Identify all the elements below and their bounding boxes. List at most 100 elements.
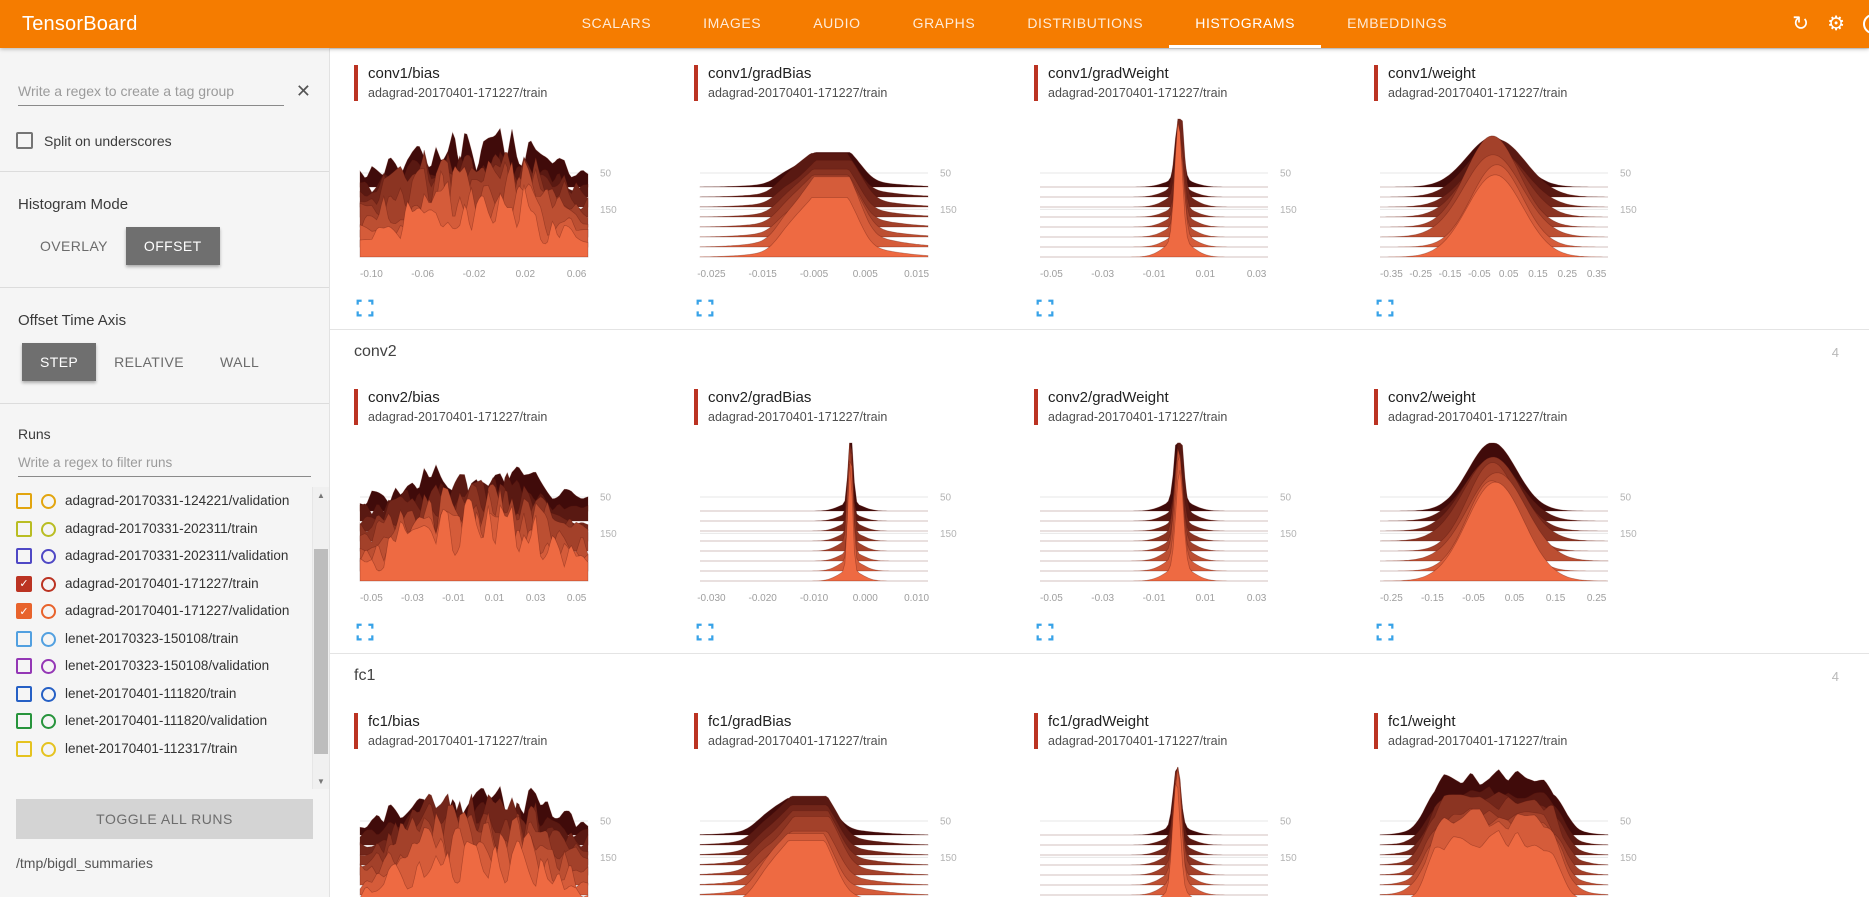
refresh-icon[interactable]: ↻ — [1792, 13, 1810, 35]
svg-text:0.01: 0.01 — [1196, 269, 1216, 280]
gear-icon[interactable]: ⚙︎ — [1827, 13, 1845, 35]
run-row[interactable]: ✓ adagrad-20170401-171227/train — [16, 570, 310, 598]
divider — [0, 287, 329, 288]
run-checkbox[interactable] — [16, 740, 32, 757]
chart-title: conv1/gradWeight — [1048, 65, 1169, 82]
run-row[interactable]: adagrad-20170331-124221/validation — [16, 487, 310, 515]
run-color-swatch[interactable] — [41, 494, 56, 509]
histogram-card: conv1/weight adagrad-20170401-171227/tra… — [1374, 65, 1714, 317]
histogram-chart[interactable]: 50 150 -0.05 -0.03 -0.01 0.01 0.03 0.05 — [354, 433, 656, 621]
run-row[interactable]: lenet-20170401-111820/validation — [16, 707, 310, 735]
close-icon[interactable]: ✕ — [295, 81, 311, 101]
run-checkbox[interactable]: ✓ — [16, 603, 32, 620]
run-row[interactable]: adagrad-20170331-202311/train — [16, 515, 310, 543]
run-checkbox[interactable] — [16, 658, 32, 675]
tab-distributions[interactable]: DISTRIBUTIONS — [1027, 14, 1144, 31]
chart-title: fc1/weight — [1388, 713, 1456, 730]
sidebar: ✕ Split on underscores Histogram Mode OV… — [0, 48, 330, 897]
expand-icon[interactable] — [696, 623, 714, 641]
run-color-swatch[interactable] — [41, 686, 56, 702]
relative-axis-button[interactable]: RELATIVE — [96, 343, 202, 381]
run-color-swatch[interactable] — [41, 521, 56, 537]
histogram-chart[interactable]: 50 150 -0.030 -0.020 -0.010 0.000 0.010 — [694, 433, 996, 621]
run-checkbox[interactable] — [16, 713, 32, 730]
run-row[interactable]: lenet-20170323-150108/train — [16, 625, 310, 653]
run-color-swatch[interactable] — [41, 549, 56, 565]
scrollbar-thumb[interactable] — [314, 549, 328, 754]
expand-icon[interactable] — [1036, 299, 1054, 317]
run-row[interactable]: adagrad-20170331-202311/validation — [16, 542, 310, 570]
expand-icon[interactable] — [356, 623, 374, 641]
svg-text:-0.01: -0.01 — [442, 593, 465, 604]
toggle-all-runs-button[interactable]: TOGGLE ALL RUNS — [16, 799, 313, 839]
run-row[interactable]: lenet-20170401-112317/train — [16, 735, 310, 763]
tab-audio[interactable]: AUDIO — [813, 14, 861, 31]
run-checkbox[interactable] — [16, 630, 32, 647]
run-row[interactable]: lenet-20170323-150108/validation — [16, 652, 310, 680]
histogram-mode-buttons: OVERLAY OFFSET — [22, 227, 329, 265]
run-row[interactable]: lenet-20170401-111820/train — [16, 680, 310, 708]
runs-list-container: adagrad-20170331-124221/validation adagra… — [16, 487, 329, 789]
run-color-swatch[interactable] — [41, 659, 56, 675]
svg-text:-0.05: -0.05 — [1462, 593, 1485, 604]
overlay-mode-button[interactable]: OVERLAY — [22, 227, 126, 265]
histogram-chart[interactable]: 50 150 — [1374, 757, 1676, 897]
help-icon[interactable]: ? — [1863, 14, 1869, 34]
svg-text:0.005: 0.005 — [853, 269, 878, 280]
expand-icon[interactable] — [1036, 623, 1054, 641]
svg-text:150: 150 — [940, 529, 957, 540]
card-header: conv1/gradBias adagrad-20170401-171227/t… — [694, 65, 1034, 101]
histogram-card: conv1/bias adagrad-20170401-171227/train… — [354, 65, 694, 317]
category-header[interactable]: conv2 4 — [330, 330, 1869, 373]
run-color-swatch[interactable] — [41, 631, 56, 647]
run-color-bar — [1034, 389, 1038, 425]
scrollbar[interactable]: ▲ ▼ — [312, 487, 329, 789]
run-color-bar — [1034, 713, 1038, 749]
run-color-swatch[interactable] — [41, 604, 56, 620]
expand-icon[interactable] — [1376, 623, 1394, 641]
histogram-chart[interactable]: 50 150 -0.25 -0.15 -0.05 0.05 0.15 0.25 — [1374, 433, 1676, 621]
expand-icon[interactable] — [356, 299, 374, 317]
histogram-chart[interactable]: 50 150 -0.025 -0.015 -0.005 0.005 0.015 — [694, 109, 996, 297]
histogram-chart[interactable]: 50 150 — [694, 757, 996, 897]
histogram-chart[interactable]: 50 150 -0.05 -0.03 -0.01 0.01 0.03 — [1034, 109, 1336, 297]
scroll-down-arrow-icon[interactable]: ▼ — [317, 776, 325, 786]
run-row[interactable]: ✓ adagrad-20170401-171227/validation — [16, 597, 310, 625]
histogram-chart[interactable]: 50 150 -0.35 -0.25 -0.15 -0.05 0.05 0.15 0.25 0.3… — [1374, 109, 1676, 297]
tag-filter-input[interactable] — [18, 76, 284, 106]
run-color-swatch[interactable] — [41, 714, 56, 730]
step-axis-button[interactable]: STEP — [22, 343, 97, 381]
tab-scalars[interactable]: SCALARS — [581, 14, 652, 31]
histogram-chart[interactable]: 50 150 -0.05 -0.03 -0.01 0.01 0.03 — [1034, 433, 1336, 621]
category-header[interactable]: fc1 4 — [330, 654, 1869, 697]
category-conv1: conv1/bias adagrad-20170401-171227/train… — [330, 48, 1869, 329]
histogram-chart[interactable]: 50 150 -0.10 -0.06 -0.02 0.02 0.06 — [354, 109, 656, 297]
run-checkbox[interactable] — [16, 685, 32, 702]
histogram-chart[interactable]: 50 150 — [354, 757, 656, 897]
chart-title: conv1/gradBias — [708, 65, 812, 82]
run-color-swatch[interactable] — [41, 576, 56, 592]
tab-images[interactable]: IMAGES — [703, 14, 762, 31]
tab-embeddings[interactable]: EMBEDDINGS — [1347, 14, 1448, 31]
run-checkbox[interactable] — [16, 520, 32, 537]
chart-title: fc1/gradWeight — [1048, 713, 1149, 730]
tab-histograms[interactable]: HISTOGRAMS — [1169, 0, 1322, 48]
histogram-chart[interactable]: 50 150 — [1034, 757, 1336, 897]
run-label: adagrad-20170401-171227/validation — [65, 603, 290, 619]
expand-icon[interactable] — [1376, 299, 1394, 317]
split-underscores-checkbox[interactable]: Split on underscores — [16, 132, 311, 149]
run-label: adagrad-20170331-124221/validation — [65, 493, 290, 508]
run-color-swatch[interactable] — [41, 741, 56, 757]
svg-text:0.03: 0.03 — [1247, 269, 1267, 280]
runs-filter-input[interactable] — [18, 448, 311, 477]
expand-icon[interactable] — [696, 299, 714, 317]
offset-mode-button[interactable]: OFFSET — [125, 227, 220, 265]
divider — [0, 403, 329, 404]
run-checkbox[interactable] — [16, 493, 32, 509]
run-checkbox[interactable] — [16, 548, 32, 565]
tab-graphs[interactable]: GRAPHS — [912, 14, 976, 31]
run-checkbox[interactable]: ✓ — [16, 575, 32, 592]
scroll-up-arrow-icon[interactable]: ▲ — [317, 490, 325, 500]
histogram-mode-label: Histogram Mode — [18, 196, 129, 213]
wall-axis-button[interactable]: WALL — [202, 343, 277, 381]
